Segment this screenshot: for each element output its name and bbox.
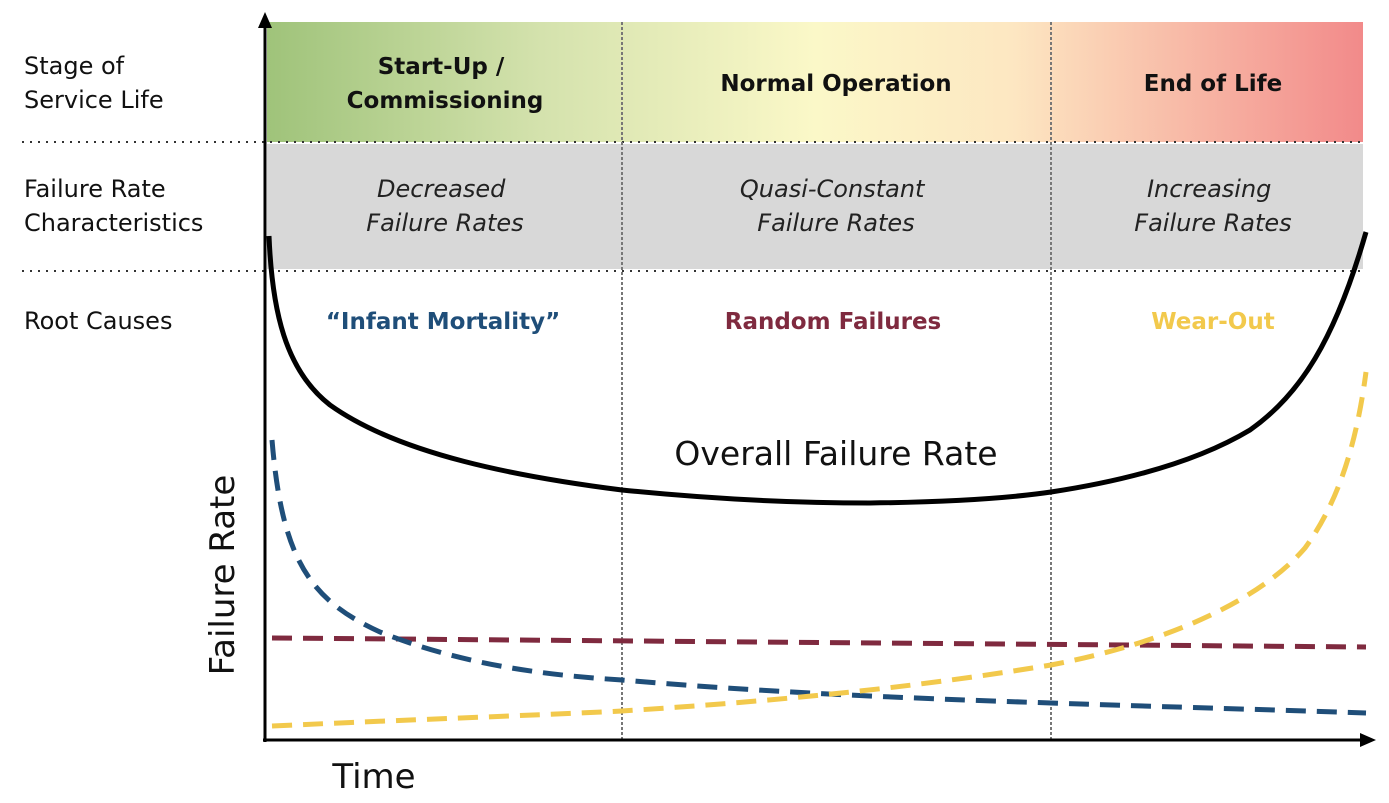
phase-title-normal: Normal Operation bbox=[720, 71, 951, 97]
stage-band bbox=[267, 22, 1363, 142]
characteristic-quasi-constant: Quasi-Constant Failure Rates bbox=[740, 175, 932, 237]
overall-failure-rate-label: Overall Failure Rate bbox=[674, 434, 997, 473]
row-label-stage: Stage of Service Life bbox=[24, 52, 164, 114]
y-axis-label: Failure Rate bbox=[203, 475, 243, 676]
root-cause-infant-mortality: “Infant Mortality” bbox=[326, 309, 560, 335]
wear-out-curve bbox=[271, 371, 1369, 729]
characteristic-increasing: Increasing Failure Rates bbox=[1134, 175, 1291, 237]
characteristics-band bbox=[267, 144, 1363, 269]
row-label-root-causes: Root Causes bbox=[24, 307, 172, 335]
row-label-characteristics: Failure Rate Characteristics bbox=[24, 175, 203, 237]
infant-mortality-curve bbox=[269, 439, 1367, 716]
x-axis-label: Time bbox=[331, 757, 415, 797]
root-cause-wear-out: Wear-Out bbox=[1151, 309, 1274, 335]
y-axis-arrowhead bbox=[258, 12, 272, 28]
overall-failure-rate-curve bbox=[266, 231, 1369, 506]
root-cause-random-failures: Random Failures bbox=[725, 309, 942, 335]
phase-title-end-of-life: End of Life bbox=[1144, 71, 1283, 97]
phase-title-startup: Start-Up / Commissioning bbox=[347, 54, 544, 114]
x-axis-arrowhead bbox=[1360, 733, 1376, 747]
characteristic-decreased: Decreased Failure Rates bbox=[366, 175, 523, 237]
random-failures-curve bbox=[271, 635, 1367, 650]
